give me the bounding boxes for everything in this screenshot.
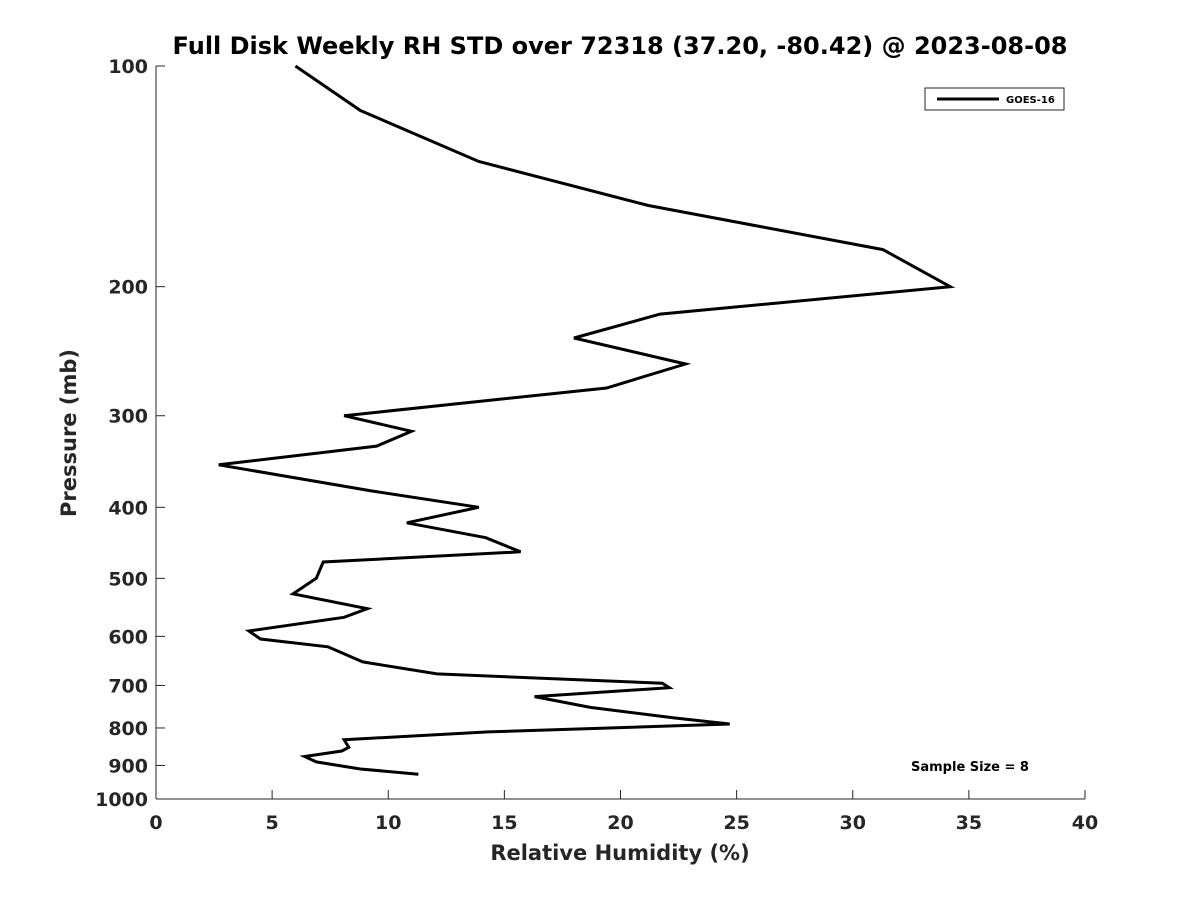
y-tick-label: 900	[108, 755, 148, 777]
y-tick-label: 200	[108, 277, 148, 299]
plot-background	[156, 66, 1085, 799]
x-tick-label: 10	[375, 812, 401, 834]
y-tick-label: 700	[108, 675, 148, 697]
y-tick-label: 100	[108, 56, 148, 78]
series-line-0	[218, 64, 956, 776]
x-tick-label: 20	[607, 812, 633, 834]
series-layer	[218, 64, 956, 776]
x-axis-ticks: 0 5 10 15 20 25 30 35 40	[149, 790, 1098, 834]
plot-area: 0 5 10 15 20 25 30 35 40 100 200 300 400 500 600 700 80…	[95, 56, 1098, 834]
x-axis-label: Relative Humidity (%)	[490, 841, 749, 865]
x-tick-label: 25	[723, 812, 749, 834]
y-tick-label: 300	[108, 406, 148, 428]
legend-label: GOES-16	[1006, 95, 1055, 106]
y-tick-label: 800	[108, 718, 148, 740]
y-tick-label: 400	[108, 497, 148, 519]
x-tick-label: 15	[491, 812, 517, 834]
y-axis-ticks: 100 200 300 400 500 600 700 800 900 1000	[95, 56, 165, 811]
x-tick-label: 5	[266, 812, 279, 834]
x-tick-label: 0	[149, 812, 162, 834]
y-tick-label: 1000	[95, 789, 148, 811]
legend: GOES-16	[924, 87, 1065, 111]
sample-size-annotation: Sample Size = 8	[911, 760, 1029, 775]
y-tick-label: 600	[108, 626, 148, 648]
y-axis-label: Pressure (mb)	[57, 349, 81, 517]
y-tick-label: 500	[108, 568, 148, 590]
x-tick-label: 40	[1072, 812, 1098, 834]
x-tick-label: 30	[840, 812, 866, 834]
chart-title: Full Disk Weekly RH STD over 72318 (37.2…	[173, 32, 1068, 60]
x-tick-label: 35	[956, 812, 982, 834]
